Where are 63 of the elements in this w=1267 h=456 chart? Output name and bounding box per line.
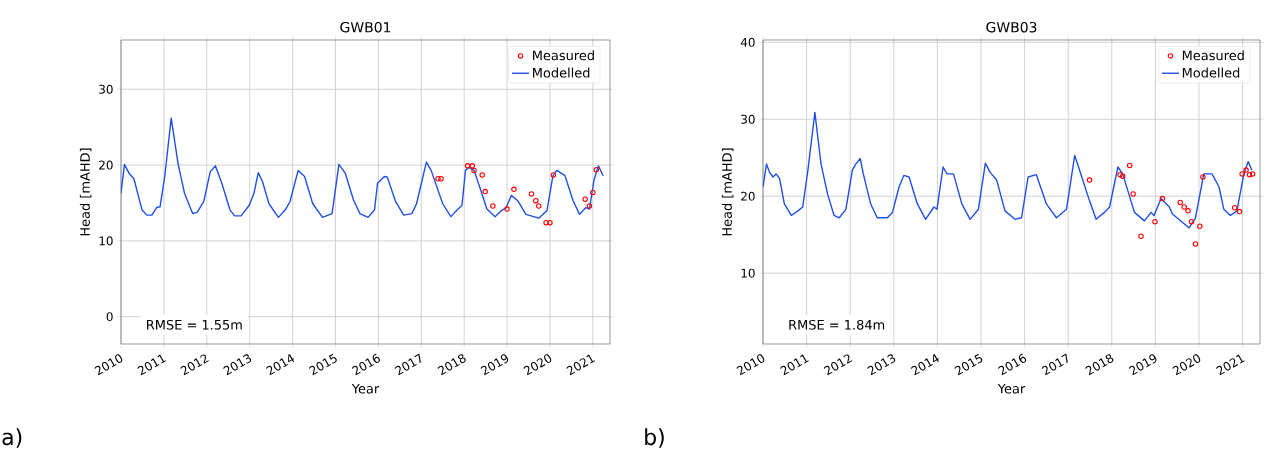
point (469, 163, 476, 169)
line-series (121, 117, 604, 219)
point (1119, 173, 1126, 179)
x-axis-title: Year (351, 383, 380, 394)
point (586, 203, 593, 209)
text: a) (2, 428, 22, 448)
chart-title: GWB01 (340, 21, 391, 33)
text: b) (645, 428, 664, 448)
point (1138, 233, 1144, 239)
legend-label: Modelled (1182, 67, 1240, 78)
legend-label: Measured (533, 50, 594, 61)
point (482, 188, 488, 195)
point (1239, 171, 1245, 177)
point (1236, 208, 1243, 215)
point (1188, 218, 1195, 225)
y-axis-title: Head [mAHD] (79, 148, 92, 236)
point (490, 203, 496, 209)
point (1159, 195, 1166, 202)
point (1200, 174, 1206, 180)
y-tick-label: 0 (106, 312, 113, 322)
point (590, 189, 596, 196)
point (1126, 162, 1133, 169)
point (471, 167, 477, 174)
line-series (763, 111, 1253, 229)
y-tick-label: 20 (99, 160, 113, 170)
point (547, 219, 553, 226)
point (550, 172, 557, 178)
point (504, 206, 510, 212)
point (1177, 199, 1183, 206)
point (593, 166, 600, 173)
point (1185, 208, 1191, 214)
point (1181, 204, 1187, 210)
point (582, 196, 588, 202)
point (1197, 223, 1203, 229)
point (1192, 241, 1199, 247)
annotation: RMSE = 1.55m (147, 319, 242, 330)
point (528, 191, 535, 197)
y-axis-title: Head [mAHD] (721, 148, 734, 236)
y-tick-label: 40 (740, 37, 755, 47)
point (1243, 167, 1249, 173)
annotation: RMSE = 1.84m (789, 319, 885, 330)
y-tick-label: 10 (741, 268, 755, 278)
point (438, 175, 444, 182)
point (536, 203, 542, 209)
point (1130, 191, 1136, 197)
point (1231, 205, 1238, 211)
chart-title: GWB03 (986, 21, 1037, 33)
point (1086, 177, 1093, 183)
y-tick-label: 20 (741, 191, 755, 201)
point (479, 172, 485, 178)
y-tick-label: 10 (99, 236, 113, 246)
y-tick-label: 30 (741, 114, 755, 124)
point (511, 186, 517, 193)
y-tick-label: 30 (99, 84, 113, 94)
legend-label: Measured (1182, 50, 1244, 61)
point (464, 163, 471, 169)
point (1117, 171, 1123, 178)
legend-label: Modelled (533, 67, 590, 78)
point (543, 219, 549, 226)
x-axis-title: Year (997, 383, 1026, 394)
point (533, 197, 539, 204)
point (1152, 218, 1158, 225)
point (435, 175, 441, 182)
